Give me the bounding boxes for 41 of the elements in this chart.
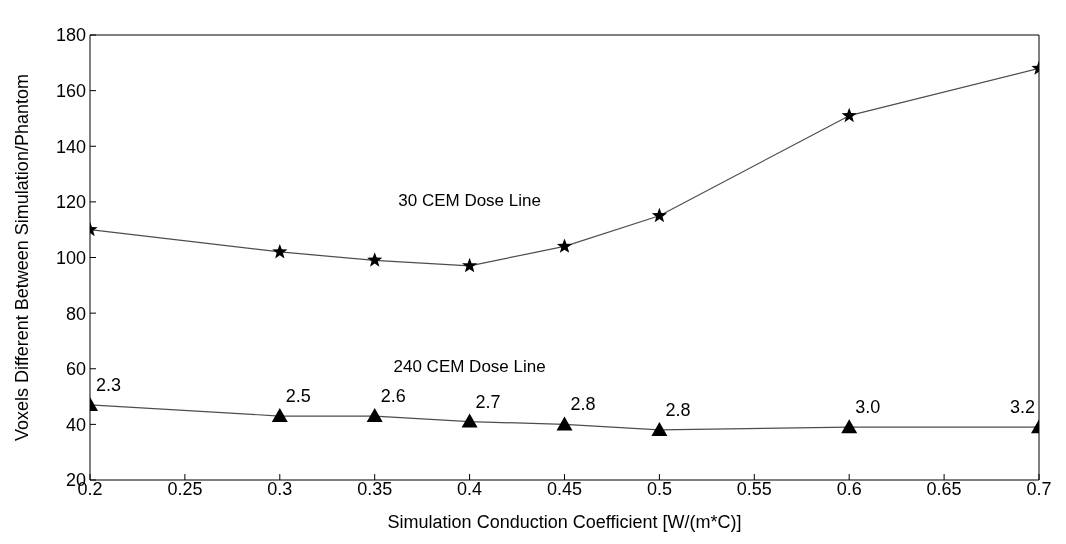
x-axis-title: Simulation Conduction Coefficient [W/(m*C)] [387,512,742,532]
x-tick-label: 0.6 [836,478,862,499]
x-tick-label: 0.45 [546,478,583,499]
y-tick-label: 140 [55,136,86,157]
point [367,252,383,267]
x-tick-label: 0.65 [926,478,962,499]
point [556,416,573,431]
point [651,207,668,223]
annotation: 2.8 [665,399,691,420]
annotation: 2.5 [285,386,311,407]
x-tick-label: 0.55 [736,478,772,499]
annotation: 3.2 [1009,397,1035,418]
point [366,408,383,423]
annotation: 3.0 [855,397,881,418]
x-tick-label: 0.7 [1026,478,1052,499]
y-tick-label: 180 [55,25,86,46]
y-tick-label: 80 [65,303,86,324]
x-tick-label: 0.25 [167,478,203,499]
annotation: 2.3 [96,374,122,395]
point [461,257,478,273]
x-tick-label: 0.4 [457,478,483,499]
point [556,238,573,253]
y-tick-label: 100 [55,247,86,268]
x-tick-label: 0.35 [357,478,393,499]
point [651,421,668,436]
point [461,413,478,428]
point [271,408,288,423]
x-tick-label: 0.5 [646,478,672,499]
y-tick-label: 60 [65,359,86,380]
y-tick-label: 160 [55,81,86,102]
x-tick-label: 0.3 [267,478,293,499]
point [841,107,857,123]
text: 30 CEM Dose Line [398,190,541,210]
y-axis-title: Voxels Different Between Simulation/Phantom [12,74,33,441]
y-tick-label: 120 [55,192,86,213]
annotation: 2.6 [380,386,406,407]
annotation: 2.8 [570,394,596,415]
y-tick-label: 40 [65,414,86,435]
point [272,243,288,259]
annotation: 2.7 [475,391,501,412]
text: 240 CEM Dose Line [393,356,546,376]
